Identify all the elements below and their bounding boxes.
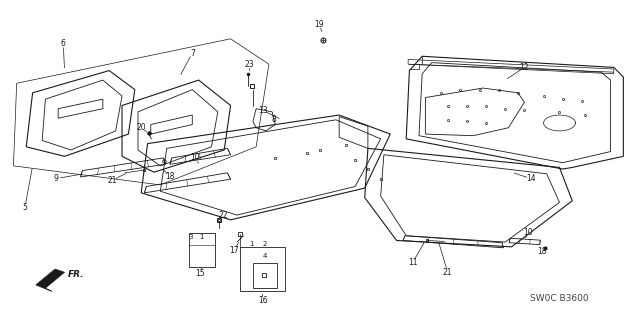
Text: 6: 6 [61,39,66,48]
Text: 18: 18 [165,173,175,182]
Text: 21: 21 [443,268,452,277]
Text: SW0C B3600: SW0C B3600 [530,294,589,303]
Text: 21: 21 [108,176,117,185]
Text: 18: 18 [537,247,547,256]
Text: 12: 12 [520,63,529,72]
Text: 9: 9 [54,174,59,183]
Text: 23: 23 [245,60,255,69]
Text: 13: 13 [258,106,268,115]
Text: 16: 16 [258,296,268,305]
Text: 17: 17 [229,246,239,255]
Text: 3: 3 [188,234,193,240]
Text: 7: 7 [190,48,195,58]
Text: 11: 11 [408,258,417,267]
Text: 19: 19 [314,20,324,29]
Text: 22: 22 [218,211,228,219]
Text: 20: 20 [136,123,146,132]
Text: 5: 5 [22,203,28,211]
Text: 10: 10 [191,153,200,162]
Polygon shape [36,269,65,291]
Text: FR.: FR. [68,270,84,279]
Text: 2: 2 [262,241,267,247]
Text: 14: 14 [526,174,536,183]
Text: 10: 10 [524,228,533,237]
Text: 1: 1 [200,234,204,240]
Text: 15: 15 [195,269,205,278]
Text: 8: 8 [271,115,276,124]
Text: 4: 4 [262,253,267,259]
Text: 1: 1 [250,241,254,247]
